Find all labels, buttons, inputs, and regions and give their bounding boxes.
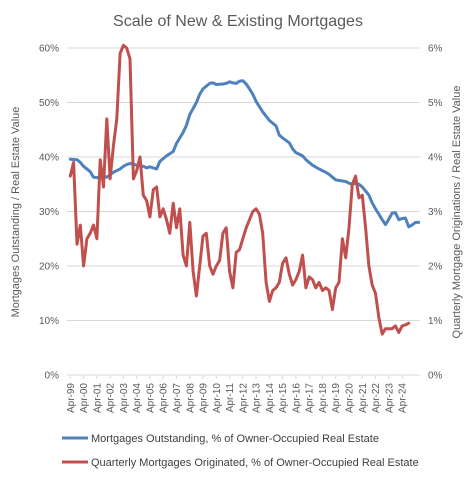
right-axis-title: Quarterly Mortgage Originations / Real E… <box>451 86 463 339</box>
series-lines <box>68 43 421 336</box>
x-tick-label: Apr-16 <box>291 383 302 413</box>
left-tick-label: 40% <box>39 153 59 164</box>
x-tick-label: Apr-18 <box>318 383 329 413</box>
legend-label: Quarterly Mortgages Originated, % of Own… <box>91 457 419 469</box>
left-axis-title: Mortgages Outstanding / Real Estate Valu… <box>10 107 22 318</box>
x-tick-label: Apr-13 <box>252 383 263 413</box>
x-tick-label: Apr-05 <box>145 383 156 413</box>
right-tick-label: 3% <box>428 207 443 218</box>
left-tick-label: 50% <box>39 98 59 109</box>
x-tick-label: Apr-11 <box>225 383 236 413</box>
left-axis-ticks: 0% 10% 20% 30% 40% 50% 60% <box>39 44 59 382</box>
x-tick-label: Apr-22 <box>371 383 382 413</box>
right-tick-label: 6% <box>428 44 443 55</box>
right-tick-label: 2% <box>428 262 443 273</box>
x-tick-label: Apr-01 <box>92 383 103 413</box>
x-tick-label: Apr-00 <box>79 383 90 413</box>
legend: Mortgages Outstanding, % of Owner-Occupi… <box>62 433 419 469</box>
x-tick-label: Apr-06 <box>159 383 170 413</box>
x-tick-label: Apr-21 <box>358 383 369 413</box>
x-tick-label: Apr-17 <box>305 383 316 413</box>
gridlines <box>67 47 420 376</box>
left-tick-label: 20% <box>39 262 59 273</box>
legend-label: Mortgages Outstanding, % of Owner-Occupi… <box>91 433 379 445</box>
x-tick-label: Apr-24 <box>398 383 409 413</box>
x-tick-label: Apr-19 <box>331 383 342 413</box>
x-tick-label: Apr-14 <box>265 383 276 413</box>
chart-title: Scale of New & Existing Mortgages <box>113 13 363 30</box>
x-tick-label: Apr-09 <box>199 383 210 413</box>
x-tick-label: Apr-10 <box>212 383 223 413</box>
right-axis-ticks: 0% 1% 2% 3% 4% 5% 6% <box>428 44 443 382</box>
left-tick-label: 60% <box>39 44 59 55</box>
right-tick-label: 0% <box>428 371 443 382</box>
x-tick-label: Apr-03 <box>119 383 130 413</box>
x-tick-label: Apr-08 <box>185 383 196 413</box>
left-tick-label: 30% <box>39 207 59 218</box>
x-tick-label: Apr-20 <box>345 383 356 413</box>
x-tick-label: Apr-07 <box>172 383 183 413</box>
left-tick-label: 0% <box>45 371 60 382</box>
right-tick-label: 4% <box>428 153 443 164</box>
x-tick-label: Apr-02 <box>106 383 117 413</box>
series-line-originated <box>68 43 411 336</box>
x-axis-ticks: Apr-99 Apr-00 Apr-01 Apr-02 Apr-03 Apr-04 Apr-… <box>66 375 409 413</box>
x-tick-label: Apr-12 <box>238 383 249 413</box>
x-tick-label: Apr-99 <box>66 383 77 413</box>
x-tick-label: Apr-04 <box>132 383 143 413</box>
right-tick-label: 1% <box>428 316 443 327</box>
x-tick-label: Apr-15 <box>278 383 289 413</box>
left-tick-label: 10% <box>39 316 59 327</box>
x-tick-label: Apr-23 <box>384 383 395 413</box>
right-tick-label: 5% <box>428 98 443 109</box>
